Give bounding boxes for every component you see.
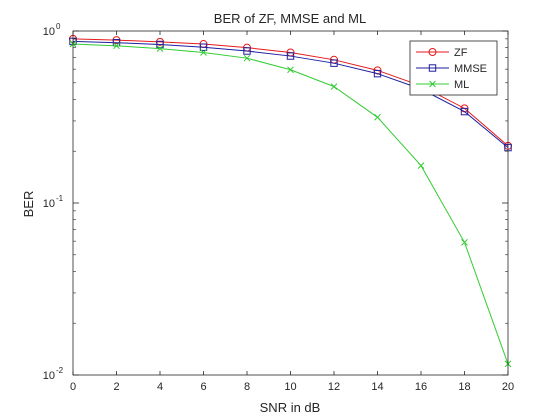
legend-marker-ml: [429, 80, 436, 88]
y-tick-label: 10: [43, 26, 55, 38]
data-point-ml: [417, 162, 425, 169]
legend-marker-zf: [428, 48, 437, 56]
x-tick-label: 20: [502, 381, 514, 393]
x-tick-label: 8: [244, 381, 250, 393]
y-tick-exponent: -1: [56, 194, 64, 203]
x-tick-label: 16: [415, 381, 427, 393]
legend-item-ml: ML: [416, 79, 469, 91]
data-point-ml: [200, 49, 207, 56]
data-point-mmse: [460, 107, 469, 116]
data-point-ml: [330, 83, 338, 90]
x-tick-label: 12: [328, 381, 340, 393]
x-tick-label: 0: [70, 381, 76, 393]
chart-title: BER of ZF, MMSE and ML: [214, 11, 366, 26]
data-point-mmse: [330, 59, 338, 67]
data-point-ml: [243, 54, 251, 62]
data-point-ml: [156, 45, 164, 52]
data-point-ml: [374, 113, 381, 121]
x-tick-label: 2: [113, 381, 119, 393]
legend: ZF MMSE ML: [409, 40, 498, 96]
data-point-mmse: [373, 69, 382, 78]
series-line-mmse: [72, 40, 509, 148]
y-tick-exponent: -2: [56, 366, 64, 375]
data-point-mmse: [286, 52, 295, 60]
x-tick-label: 14: [371, 381, 383, 393]
x-axis-label: SNR in dB: [260, 400, 321, 415]
series-ml: [69, 40, 512, 368]
data-point-ml: [287, 66, 294, 74]
y-tick-label: 10: [43, 370, 55, 382]
y-tick-exponent: 0: [56, 22, 61, 31]
legend-label-mmse: MMSE: [454, 63, 487, 75]
data-point-ml: [461, 239, 468, 246]
legend-item-zf: ZF: [416, 47, 468, 59]
data-point-mmse: [156, 40, 164, 49]
x-tick-label: 4: [157, 381, 163, 393]
data-point-mmse: [243, 47, 251, 55]
data-point-mmse: [199, 43, 208, 51]
legend-item-mmse: MMSE: [416, 63, 487, 75]
legend-marker-mmse: [428, 64, 437, 72]
x-tick-label: 18: [458, 381, 470, 393]
legend-label-zf: ZF: [454, 47, 468, 59]
legend-label-ml: ML: [454, 79, 469, 91]
x-tick-label: 6: [200, 381, 206, 393]
y-axis-label: BER: [21, 191, 36, 218]
y-tick-label: 10: [43, 198, 55, 210]
data-point-ml: [113, 42, 120, 50]
x-tick-label: 10: [284, 381, 296, 393]
